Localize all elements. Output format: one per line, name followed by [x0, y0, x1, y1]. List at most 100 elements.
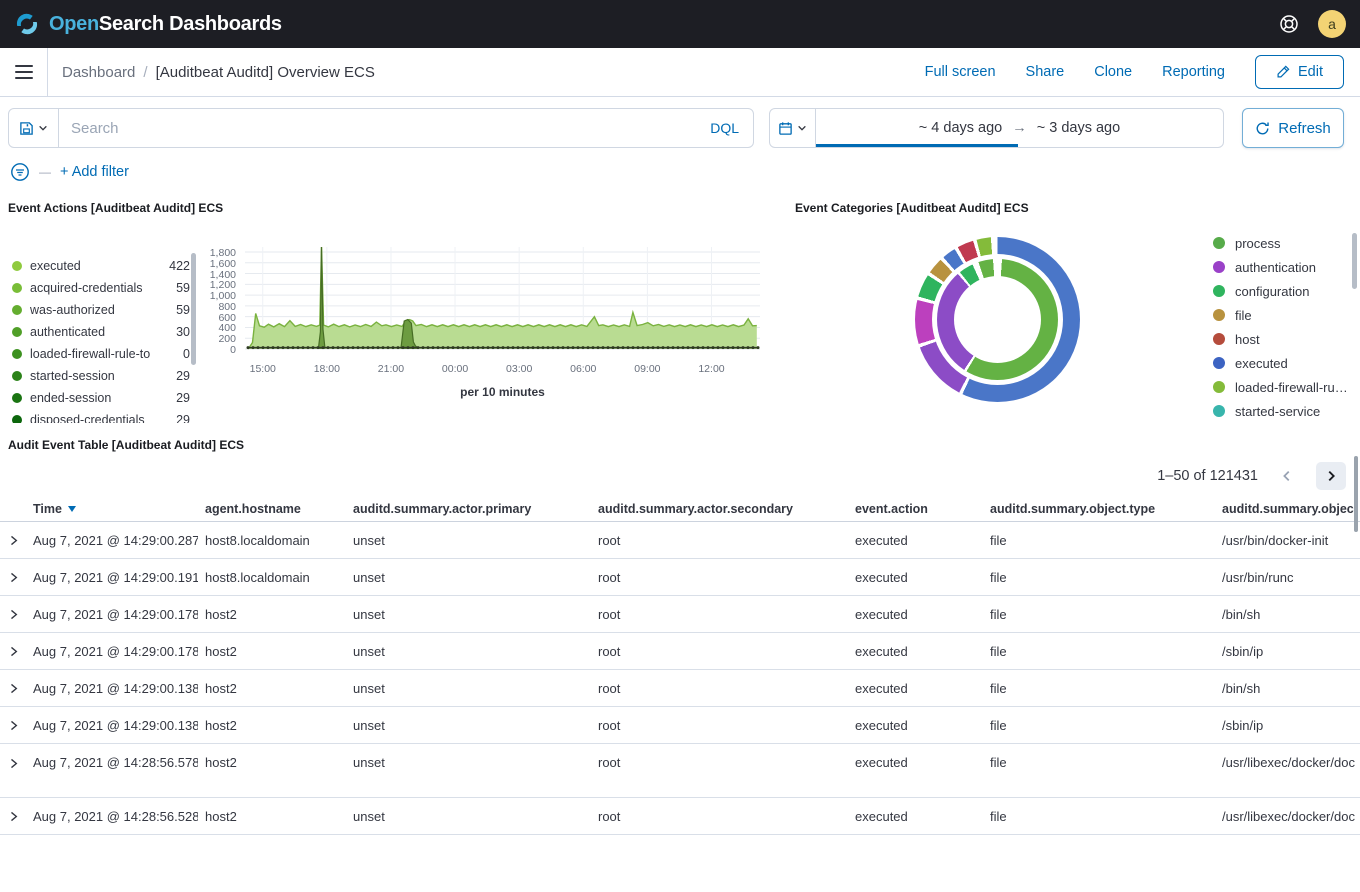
header-expand-column — [0, 496, 26, 521]
column-header[interactable]: auditd.summary.object.type — [983, 496, 1215, 521]
filter-bar: — + Add filter — [10, 160, 1360, 184]
legend-dot-icon — [12, 327, 22, 337]
legend-item[interactable]: started-session 29 — [12, 365, 190, 387]
legend-item[interactable]: authenticated30 — [12, 321, 190, 343]
cell-actor-secondary: root — [591, 809, 848, 824]
cell-object: /bin/sh — [1215, 681, 1360, 696]
date-end-button[interactable]: ~ 3 days ago — [1037, 120, 1120, 136]
legend-value: 29 — [176, 369, 190, 383]
cell-actor-primary: unset — [346, 681, 591, 696]
share-link[interactable]: Share — [1026, 64, 1065, 80]
row-expand-button[interactable] — [0, 810, 26, 823]
row-expand-button[interactable] — [0, 645, 26, 658]
legend-scrollbar[interactable] — [1352, 233, 1357, 289]
column-header-label: auditd.summary.objec — [1222, 502, 1354, 516]
legend-item[interactable]: disposed-credentials29 — [12, 409, 190, 423]
legend-label: started-session — [30, 369, 168, 383]
legend-dot-icon — [1213, 381, 1225, 393]
panel-event-categories: Event Categories [Auditbeat Auditd] ECS … — [795, 201, 1360, 429]
legend-item[interactable]: was-authorized59 — [12, 299, 190, 321]
legend-item[interactable]: loaded-firewall-rul... — [1213, 375, 1348, 399]
table-scrollbar[interactable] — [1354, 456, 1358, 532]
cell-time: Aug 7, 2021 @ 14:29:00.138 — [26, 718, 198, 733]
clone-link[interactable]: Clone — [1094, 64, 1132, 80]
legend-dot-icon — [12, 415, 22, 423]
row-expand-button[interactable] — [0, 719, 26, 732]
donut-chart[interactable] — [915, 237, 1080, 402]
dql-selector[interactable]: DQL — [696, 109, 753, 147]
breadcrumb-dashboard[interactable]: Dashboard — [62, 64, 135, 81]
breadcrumb-separator: / — [143, 64, 147, 81]
row-expand-button[interactable] — [0, 744, 26, 770]
chevron-down-icon — [797, 123, 807, 133]
legend-item[interactable]: executed422 — [12, 255, 190, 277]
row-expand-button[interactable] — [0, 571, 26, 584]
row-expand-button[interactable] — [0, 608, 26, 621]
help-icon[interactable] — [1278, 13, 1300, 35]
filter-icon[interactable] — [10, 162, 30, 182]
refresh-button-label: Refresh — [1278, 120, 1331, 137]
legend-scrollbar[interactable] — [191, 253, 196, 365]
column-header[interactable]: auditd.summary.actor.secondary — [591, 496, 848, 521]
legend-dot-icon — [12, 261, 22, 271]
legend-dot-icon — [1213, 309, 1225, 321]
event-actions-title: Event Actions [Auditbeat Auditd] ECS — [8, 201, 778, 215]
legend-label: configuration — [1235, 284, 1309, 299]
search-input[interactable] — [59, 109, 696, 147]
menu-toggle-button[interactable] — [0, 48, 48, 96]
brand-dashboards: Dashboards — [164, 13, 282, 35]
legend-item[interactable]: executed — [1213, 351, 1348, 375]
column-header[interactable]: Time — [26, 496, 198, 521]
add-filter-button[interactable]: + Add filter — [60, 164, 129, 180]
area-chart-svg — [245, 245, 760, 357]
legend-label: was-authorized — [30, 303, 168, 317]
column-header-label: agent.hostname — [205, 502, 301, 516]
refresh-icon — [1255, 121, 1270, 136]
reporting-link[interactable]: Reporting — [1162, 64, 1225, 80]
cell-object: /usr/bin/runc — [1215, 570, 1360, 585]
date-quick-select-button[interactable] — [770, 109, 816, 147]
x-tick-label: 00:00 — [433, 363, 477, 375]
legend-label: file — [1235, 308, 1252, 323]
column-header[interactable]: auditd.summary.objec — [1215, 496, 1360, 521]
legend-label: process — [1235, 236, 1281, 251]
legend-item[interactable]: loaded-firewall-rule-to0 — [12, 343, 190, 365]
cell-event-action: executed — [848, 718, 983, 733]
date-start-button[interactable]: ~ 4 days ago — [919, 120, 1002, 136]
legend-item[interactable]: acquired-credentials59 — [12, 277, 190, 299]
row-expand-button[interactable] — [0, 682, 26, 695]
previous-page-button[interactable] — [1272, 462, 1302, 490]
column-header[interactable]: agent.hostname — [198, 496, 346, 521]
legend-label: acquired-credentials — [30, 281, 168, 295]
cell-actor-secondary: root — [591, 607, 848, 622]
edit-button[interactable]: Edit — [1255, 55, 1344, 89]
refresh-button[interactable]: Refresh — [1242, 108, 1344, 148]
row-expand-button[interactable] — [0, 534, 26, 547]
user-avatar[interactable]: a — [1318, 10, 1346, 38]
audit-table-body: Aug 7, 2021 @ 14:29:00.287host8.localdom… — [0, 522, 1360, 835]
search-box: DQL — [8, 108, 754, 148]
legend-dot-icon — [1213, 285, 1225, 297]
legend-dot-icon — [1213, 261, 1225, 273]
audit-table-header: Time agent.hostname auditd.summary.actor.p… — [0, 496, 1360, 522]
opensearch-logo[interactable]: OpenSearch Dashboards — [14, 11, 282, 37]
cell-actor-primary: unset — [346, 644, 591, 659]
area-chart-plot — [245, 245, 760, 362]
breadcrumb: Dashboard / [Auditbeat Auditd] Overview … — [62, 64, 375, 81]
legend-item[interactable]: process — [1213, 231, 1348, 255]
legend-item[interactable]: host — [1213, 327, 1348, 351]
full-screen-link[interactable]: Full screen — [925, 64, 996, 80]
legend-item[interactable]: ended-session29 — [12, 387, 190, 409]
legend-label: authenticated — [30, 325, 168, 339]
legend-item[interactable]: started-service — [1213, 399, 1348, 423]
column-header[interactable]: auditd.summary.actor.primary — [346, 496, 591, 521]
legend-item[interactable]: file — [1213, 303, 1348, 327]
cell-object-type: file — [983, 681, 1215, 696]
saved-query-button[interactable] — [9, 109, 59, 147]
legend-item[interactable]: configuration — [1213, 279, 1348, 303]
cell-event-action: executed — [848, 570, 983, 585]
next-page-button[interactable] — [1316, 462, 1346, 490]
column-header[interactable]: event.action — [848, 496, 983, 521]
legend-item[interactable]: authentication — [1213, 255, 1348, 279]
cell-event-action: executed — [848, 809, 983, 824]
